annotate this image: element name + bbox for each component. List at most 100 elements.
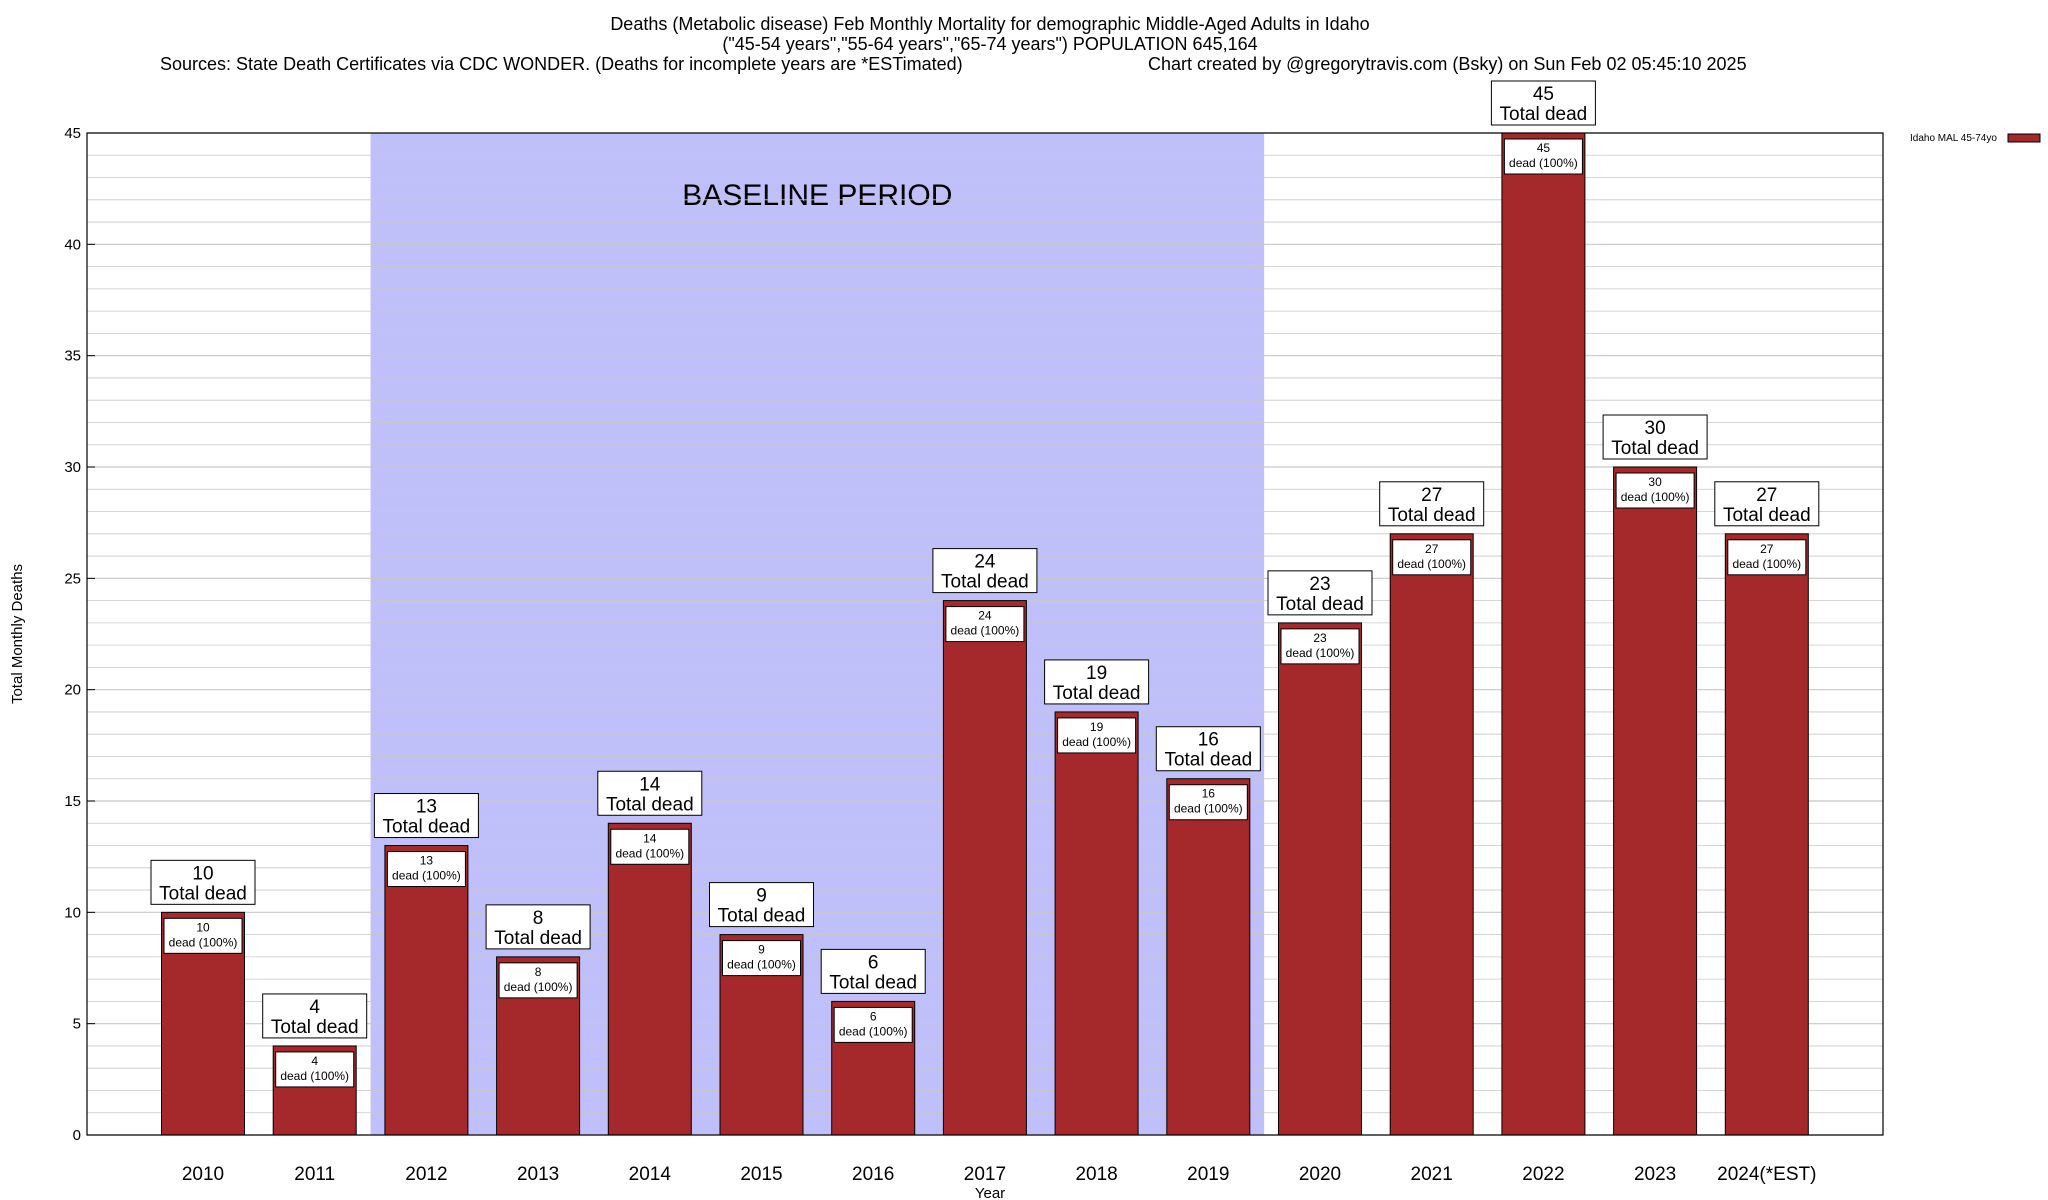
legend-label: Idaho MAL 45-74yo <box>1910 133 1997 144</box>
bar-inner-label: dead (100%) <box>1286 646 1355 660</box>
bar-top-value: 4 <box>309 997 320 1018</box>
x-axis-label: Year <box>975 1185 1005 1200</box>
bar-inner-label: dead (100%) <box>169 935 238 949</box>
bar-top-label: Total dead <box>271 1017 359 1038</box>
x-tick-label: 2016 <box>852 1164 894 1185</box>
bar <box>1054 711 1139 1136</box>
x-tick-label: 2012 <box>405 1164 447 1185</box>
bar-top-value: 24 <box>974 552 996 573</box>
baseline-label: BASELINE PERIOD <box>682 179 952 212</box>
bar-inner-label: dead (100%) <box>504 980 573 994</box>
title-line-1: Deaths (Metabolic disease) Feb Monthly M… <box>610 14 1370 34</box>
bar-inner-label: dead (100%) <box>1397 557 1466 571</box>
bar-top-label-box <box>1155 726 1261 772</box>
bar-inner-label: dead (100%) <box>839 1024 908 1038</box>
x-tick-label: 2010 <box>182 1164 224 1185</box>
y-tick-label: 10 <box>64 904 81 921</box>
x-tick-label: 2014 <box>629 1164 672 1185</box>
bar-inner-value: 8 <box>535 965 542 979</box>
x-tick-label: 2023 <box>1634 1164 1676 1185</box>
bar-inner-label-box <box>386 851 466 888</box>
bar-inner-label: dead (100%) <box>1509 156 1578 170</box>
bar-inner-label: dead (100%) <box>1174 802 1243 816</box>
bar-inner-label-box <box>945 606 1025 643</box>
bar-top-label: Total dead <box>1723 505 1811 526</box>
bar-top-label: Total dead <box>159 883 247 904</box>
y-tick-label: 5 <box>73 1016 81 1033</box>
bar-top-label-box <box>1490 80 1596 126</box>
bar-top-label: Total dead <box>718 906 806 927</box>
bar-top-label-box <box>1602 414 1708 460</box>
x-tick-label: 2017 <box>964 1164 1006 1185</box>
bar-top-value: 19 <box>1086 663 1107 684</box>
bar-inner-value: 16 <box>1202 787 1216 801</box>
bar-top-value: 30 <box>1645 418 1666 439</box>
bar-top-label-box <box>1714 481 1820 527</box>
bar-inner-label: dead (100%) <box>615 846 684 860</box>
bar-inner-value: 27 <box>1760 542 1774 556</box>
bar-top-label: Total dead <box>1276 594 1364 615</box>
y-tick-label: 45 <box>64 125 81 142</box>
bar <box>1389 533 1474 1136</box>
bar-top-value: 45 <box>1533 84 1554 105</box>
bar <box>942 600 1027 1136</box>
legend-swatch <box>2007 133 2041 143</box>
bar <box>1166 778 1251 1136</box>
bar-top-label: Total dead <box>1388 505 1476 526</box>
bar-inner-value: 30 <box>1648 475 1662 489</box>
bar-inner-value: 10 <box>196 920 210 934</box>
title-line-2: ("45-54 years","55-64 years","65-74 year… <box>722 34 1258 54</box>
bar-top-label-box <box>1379 481 1485 527</box>
x-tick-label: 2022 <box>1522 1164 1564 1185</box>
bar-inner-value: 27 <box>1425 542 1439 556</box>
bar <box>607 822 692 1136</box>
bar-top-label-box <box>150 859 256 905</box>
bar-inner-label-box <box>163 917 243 954</box>
bar-top-value: 23 <box>1309 574 1330 595</box>
y-tick-label: 35 <box>64 348 81 365</box>
bar-inner-value: 14 <box>643 831 657 845</box>
y-tick-label: 0 <box>73 1127 81 1144</box>
bar-inner-label-box <box>275 1051 355 1088</box>
bar-inner-label: dead (100%) <box>951 624 1020 638</box>
credit-text: Chart created by @gregorytravis.com (Bsk… <box>1148 54 1747 74</box>
bar-top-value: 14 <box>639 774 661 795</box>
bar-top-label: Total dead <box>1500 104 1588 125</box>
bar <box>1724 533 1809 1136</box>
x-tick-label: 2013 <box>517 1164 559 1185</box>
bar-inner-value: 23 <box>1313 631 1327 645</box>
bar-inner-label: dead (100%) <box>727 958 796 972</box>
bar-inner-label-box <box>610 828 690 865</box>
bar-inner-label-box <box>1727 539 1807 576</box>
y-tick-label: 20 <box>64 682 81 699</box>
bar-top-label-box <box>262 993 368 1039</box>
bar-inner-label: dead (100%) <box>280 1069 349 1083</box>
bar-top-label: Total dead <box>941 572 1029 593</box>
bar-top-value: 10 <box>192 863 213 884</box>
bar-inner-value: 9 <box>758 943 765 957</box>
bar-inner-label: dead (100%) <box>1732 557 1801 571</box>
bar-inner-label-box <box>1503 138 1583 175</box>
bar-top-label: Total dead <box>829 972 917 993</box>
x-tick-label: 2019 <box>1187 1164 1229 1185</box>
bar-top-label: Total dead <box>494 928 582 949</box>
chart-title: Deaths (Metabolic disease) Feb Monthly M… <box>0 14 1980 54</box>
bar-top-value: 8 <box>533 908 544 929</box>
bar-inner-label-box <box>498 962 578 999</box>
bar-top-label-box <box>485 904 591 950</box>
y-tick-label: 15 <box>64 793 81 810</box>
bar-inner-label-box <box>1057 717 1137 754</box>
bar <box>1278 622 1362 1136</box>
bar-top-label-box <box>373 793 479 839</box>
bar-top-label-box <box>597 770 703 816</box>
bar-inner-label: dead (100%) <box>1062 735 1131 749</box>
x-tick-label: 2015 <box>740 1164 782 1185</box>
y-axis-label: Total Monthly Deaths <box>9 564 26 704</box>
y-tick-label: 25 <box>64 570 81 587</box>
bar-inner-label-box <box>1280 628 1360 665</box>
bar-top-value: 6 <box>868 952 879 973</box>
bar-top-label: Total dead <box>606 794 694 815</box>
bar-top-value: 27 <box>1421 485 1442 506</box>
bar-inner-value: 24 <box>978 609 992 623</box>
bar-top-label-box <box>709 882 814 928</box>
